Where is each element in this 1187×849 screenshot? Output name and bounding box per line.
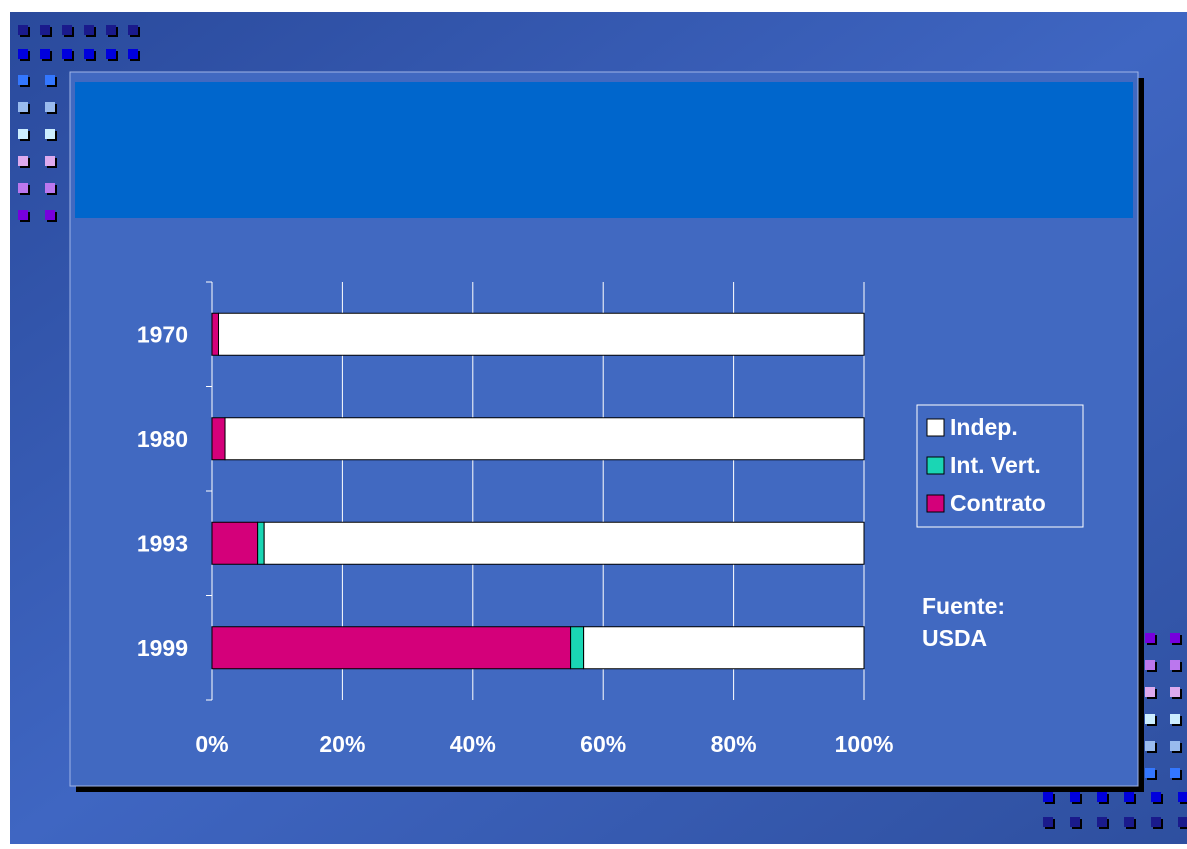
deco-square <box>128 49 138 59</box>
deco-square <box>45 210 55 220</box>
bar-segment <box>211 312 220 356</box>
deco-square <box>62 49 72 59</box>
deco-square <box>18 25 28 35</box>
deco-square <box>1170 660 1180 670</box>
deco-square <box>18 75 28 85</box>
deco-square <box>1178 817 1187 827</box>
deco-square <box>18 129 28 139</box>
deco-square <box>62 25 72 35</box>
deco-square <box>18 210 28 220</box>
deco-square <box>1170 768 1180 778</box>
deco-square <box>18 156 28 166</box>
deco-square <box>18 183 28 193</box>
legend-swatch <box>926 418 945 437</box>
y-tick-label: 1993 <box>137 530 188 556</box>
bar-segment <box>570 626 585 670</box>
deco-square <box>128 25 138 35</box>
deco-square <box>1070 792 1080 802</box>
deco-square <box>1145 741 1155 751</box>
bar-segment <box>211 626 572 670</box>
legend-box <box>916 404 1084 528</box>
x-tick-label: 80% <box>711 731 757 757</box>
deco-square <box>1145 660 1155 670</box>
deco-square <box>106 25 116 35</box>
deco-square <box>1145 687 1155 697</box>
deco-square <box>84 25 94 35</box>
deco-square <box>1170 687 1180 697</box>
decoration <box>18 25 1187 829</box>
deco-square <box>40 25 50 35</box>
deco-square <box>1043 817 1053 827</box>
x-tick-label: 20% <box>319 731 365 757</box>
bar-segment <box>263 521 865 565</box>
bar-segment <box>211 521 259 565</box>
bar-segment <box>224 417 865 461</box>
deco-square <box>45 75 55 85</box>
x-tick-label: 100% <box>835 731 894 757</box>
annotation: Fuente: <box>922 593 1005 619</box>
deco-square <box>1070 817 1080 827</box>
annotation: USDA <box>922 625 987 651</box>
y-tick-label: 1999 <box>137 635 188 661</box>
deco-square <box>1170 714 1180 724</box>
deco-square <box>18 102 28 112</box>
legend-swatch <box>926 494 945 513</box>
legend-label: Contrato <box>950 490 1046 516</box>
header-band <box>75 82 1133 218</box>
y-tick-label: 1970 <box>137 321 188 347</box>
deco-square <box>18 49 28 59</box>
deco-square <box>1151 817 1161 827</box>
deco-square <box>1043 792 1053 802</box>
bar-segment <box>257 521 265 565</box>
deco-square <box>1097 792 1107 802</box>
deco-square <box>1145 633 1155 643</box>
deco-square <box>1170 741 1180 751</box>
bar-segment <box>583 626 865 670</box>
deco-square <box>1145 714 1155 724</box>
deco-square <box>40 49 50 59</box>
deco-square <box>45 102 55 112</box>
x-tick-label: 40% <box>450 731 496 757</box>
x-tick-label: 60% <box>580 731 626 757</box>
bar-segment <box>211 417 226 461</box>
legend-label: Indep. <box>950 414 1018 440</box>
deco-square <box>1178 792 1187 802</box>
bar-segment <box>218 312 865 356</box>
plot: 0% 20% 40% 60% 80% 100% 1970 1980 1993 1999 Indep.… <box>137 281 1084 757</box>
deco-square <box>84 49 94 59</box>
deco-square <box>106 49 116 59</box>
legend-label: Int. Vert. <box>950 452 1041 478</box>
deco-square <box>45 183 55 193</box>
deco-square <box>1124 792 1134 802</box>
deco-square <box>1145 768 1155 778</box>
legend-swatch <box>926 456 945 475</box>
x-tick-label: 0% <box>195 731 228 757</box>
deco-square <box>45 156 55 166</box>
y-tick-label: 1980 <box>137 426 188 452</box>
deco-square <box>1124 817 1134 827</box>
deco-square <box>1170 633 1180 643</box>
deco-square <box>45 129 55 139</box>
deco-square <box>1097 817 1107 827</box>
deco-square <box>1151 792 1161 802</box>
